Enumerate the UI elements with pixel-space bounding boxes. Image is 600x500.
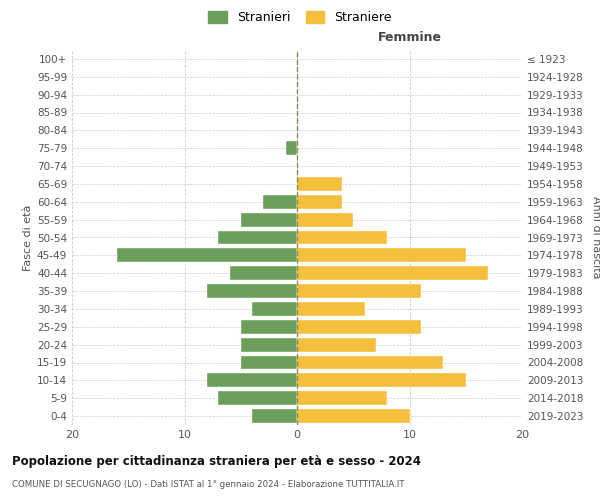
- Bar: [241, 356, 297, 370]
- Bar: [241, 212, 297, 226]
- Bar: [252, 302, 297, 316]
- Bar: [297, 356, 443, 370]
- Bar: [241, 320, 297, 334]
- Bar: [286, 141, 297, 155]
- Bar: [297, 230, 387, 244]
- Bar: [207, 374, 297, 388]
- Bar: [297, 409, 409, 423]
- Bar: [297, 320, 421, 334]
- Bar: [297, 391, 387, 405]
- Text: COMUNE DI SECUGNAGO (LO) - Dati ISTAT al 1° gennaio 2024 - Elaborazione TUTTITAL: COMUNE DI SECUGNAGO (LO) - Dati ISTAT al…: [12, 480, 404, 489]
- Bar: [241, 338, 297, 351]
- Bar: [297, 195, 342, 209]
- Bar: [297, 302, 365, 316]
- Text: Popolazione per cittadinanza straniera per età e sesso - 2024: Popolazione per cittadinanza straniera p…: [12, 455, 421, 468]
- Bar: [297, 338, 376, 351]
- Bar: [252, 409, 297, 423]
- Y-axis label: Fasce di età: Fasce di età: [23, 204, 33, 270]
- Bar: [297, 248, 466, 262]
- Bar: [297, 266, 488, 280]
- Y-axis label: Anni di nascita: Anni di nascita: [590, 196, 600, 279]
- Bar: [263, 195, 297, 209]
- Bar: [218, 391, 297, 405]
- Bar: [297, 374, 466, 388]
- Bar: [229, 266, 297, 280]
- Bar: [297, 177, 342, 191]
- Legend: Stranieri, Straniere: Stranieri, Straniere: [203, 6, 397, 29]
- Bar: [117, 248, 297, 262]
- Bar: [218, 230, 297, 244]
- Bar: [297, 284, 421, 298]
- Bar: [297, 212, 353, 226]
- Text: Femmine: Femmine: [377, 32, 442, 44]
- Bar: [207, 284, 297, 298]
